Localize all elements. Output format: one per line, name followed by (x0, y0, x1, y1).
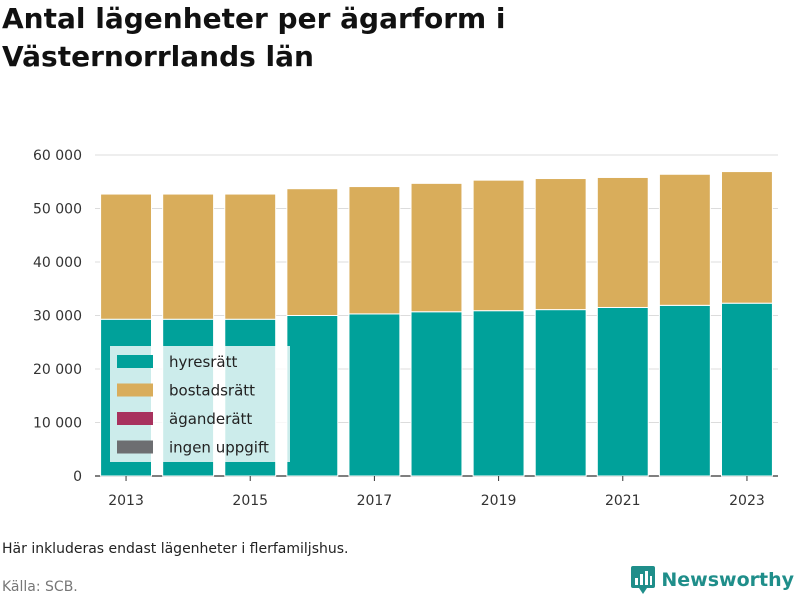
bar-segment (658, 173, 711, 306)
bar-segment (472, 179, 525, 312)
x-tick-label: 2021 (605, 493, 641, 509)
bar-segment (596, 176, 649, 308)
bar-segment (348, 313, 401, 477)
stacked-bar-chart: 0 10 000 20 000 30 000 40 000 50 000 60 000 20… (33, 148, 778, 509)
x-tick-label: 2013 (108, 493, 144, 509)
newsworthy-logo-icon (631, 566, 656, 594)
bar-segment (348, 186, 401, 315)
legend-label: ingen uppgift (169, 439, 269, 457)
bar-segment (720, 171, 773, 304)
brand: Newsworthy (631, 566, 794, 594)
brand-name: Newsworthy (661, 569, 794, 591)
bar-segment (410, 311, 463, 477)
footnote: Här inkluderas endast lägenheter i flerf… (2, 541, 349, 557)
bar-segment (596, 306, 649, 477)
legend-swatch (117, 440, 153, 454)
x-axis: 2013 2015 2017 2019 2021 2023 (108, 476, 765, 509)
bar-segment (162, 193, 215, 320)
legend-label: bostadsrätt (169, 382, 255, 400)
legend-swatch (117, 355, 153, 368)
bar-segment (410, 182, 463, 313)
y-tick-label: 10 000 (33, 416, 82, 432)
y-tick-label: 60 000 (33, 148, 82, 164)
legend-swatch (117, 383, 153, 397)
y-tick-label: 50 000 (33, 202, 82, 218)
source-note: Källa: SCB. (2, 579, 78, 595)
bar-segment (658, 304, 711, 477)
bar-segment (100, 193, 153, 320)
bar-segment (534, 309, 587, 477)
legend-label: äganderätt (169, 410, 252, 428)
legend: hyresrätt bostadsrätt äganderätt ingen uppg… (110, 346, 290, 462)
x-tick-label: 2019 (481, 493, 517, 509)
y-axis: 0 10 000 20 000 30 000 40 000 50 000 60 000 (33, 148, 82, 485)
bar-segment (286, 188, 339, 316)
y-tick-label: 20 000 (33, 362, 82, 378)
bar-segment (720, 302, 773, 477)
y-tick-label: 30 000 (33, 309, 82, 325)
bar-segment (286, 315, 339, 477)
bar-segment (224, 193, 277, 320)
x-tick-label: 2015 (232, 493, 268, 509)
chart-title: Antal lägenheter per ägarform i Västerno… (2, 2, 506, 73)
legend-label: hyresrätt (169, 353, 238, 371)
x-tick-label: 2023 (729, 493, 765, 509)
legend-swatch (117, 412, 153, 425)
bar-segment (534, 178, 587, 311)
bar-segment (472, 310, 525, 477)
x-tick-label: 2017 (357, 493, 393, 509)
y-tick-label: 0 (73, 469, 82, 485)
y-tick-label: 40 000 (33, 255, 82, 271)
